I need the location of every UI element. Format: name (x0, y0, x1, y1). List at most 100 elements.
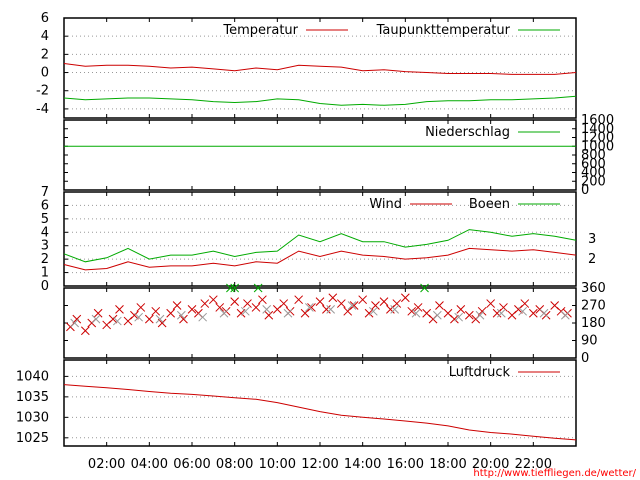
x-axis-label: 10:00 (259, 457, 296, 472)
wind_direction-marker (176, 310, 186, 320)
pressure-ytick-label: 1025 (16, 431, 49, 446)
x-axis-label: 22:00 (515, 457, 552, 472)
wind-right-label: 3 (588, 232, 596, 247)
pressure-series-luftdruck-line (63, 384, 577, 441)
wind-series-boeen-line (63, 229, 577, 263)
wind_direction-marker (435, 301, 444, 310)
wind_direction-marker (450, 314, 459, 324)
wind_direction-marker (560, 310, 570, 320)
temperature-ytick-label: 0 (41, 66, 49, 81)
precipitation-ytick-label: 800 (581, 148, 606, 163)
precipitation-ytick-label: 1400 (581, 122, 614, 137)
wind_direction-marker (243, 299, 252, 308)
wind_direction-marker (253, 283, 263, 293)
pressure-ytick-label: 1040 (16, 369, 49, 384)
wind-legend-label: Boeen (469, 197, 510, 212)
wind_direction-marker (198, 312, 208, 322)
wind_direction-marker (155, 314, 165, 324)
wind_direction-marker (349, 301, 359, 310)
wind_direction-ytick-label: 270 (581, 299, 606, 314)
wind-ytick-label: 5 (41, 212, 49, 227)
wind_direction-marker (80, 326, 90, 336)
pressure-ytick-label: 1035 (16, 390, 49, 405)
wind_direction-marker (307, 303, 316, 312)
wind-ytick-label: 1 (41, 266, 49, 281)
wind_direction-marker (456, 305, 466, 314)
precipitation-ytick-label: 1200 (581, 131, 614, 146)
wind-right-label: 2 (588, 252, 596, 267)
pressure-ytick-label: 1030 (16, 410, 49, 425)
wind_direction-marker (294, 295, 304, 305)
wind_direction-marker (208, 295, 218, 305)
temperature-series-taupunkttemperatur-line (63, 95, 577, 106)
wind_direction-ytick-label: 360 (581, 281, 606, 296)
wind_direction-marker (390, 305, 400, 314)
wind_direction-marker (251, 303, 261, 312)
wind_direction-marker (358, 295, 368, 305)
wind_direction-ytick-label: 90 (581, 334, 598, 349)
wind-ytick-label: 3 (41, 239, 49, 254)
wind_direction-marker (413, 303, 423, 312)
wind_direction-marker (151, 306, 161, 316)
precipitation-ytick-label: 1600 (581, 113, 614, 128)
wind-ytick-label: 7 (41, 185, 49, 200)
wind_direction-marker (200, 299, 210, 308)
wind_direction-marker (464, 310, 474, 320)
wind-ytick-label: 6 (41, 198, 49, 213)
temperature-ytick-label: 6 (41, 11, 49, 26)
x-axis-label: 12:00 (301, 457, 338, 472)
wind_direction-marker (371, 301, 380, 310)
temperature-ytick-label: 4 (41, 29, 49, 44)
credit-link: http://www.tiefflieg​en.de/wetter/ (473, 468, 636, 479)
precipitation-ytick-label: 0 (581, 183, 589, 198)
wind_direction-marker (166, 308, 176, 318)
wind_direction-marker (112, 316, 122, 326)
wind_direction-marker (226, 283, 235, 293)
wind_direction-marker (520, 299, 530, 308)
wind_direction-marker (347, 301, 357, 310)
wind_direction-marker (368, 306, 378, 316)
precipitation-ytick-label: 200 (581, 174, 606, 189)
wind_direction-marker (411, 308, 421, 318)
wind_direction-marker (115, 305, 124, 314)
wind_direction-marker (91, 314, 101, 324)
wind_direction-marker (219, 308, 229, 318)
wind_direction-marker (518, 306, 528, 316)
wind_direction-marker (379, 297, 389, 306)
wind_direction-marker (130, 310, 139, 320)
wind_direction-marker (328, 293, 338, 303)
wind_direction-marker (240, 306, 250, 316)
wind_direction-frame (63, 287, 577, 359)
wind_direction-marker (236, 308, 246, 318)
wind_direction-marker (392, 299, 402, 308)
wind-legend-label: Wind (369, 197, 402, 212)
wind_direction-marker (496, 308, 506, 318)
wind_direction-marker (400, 293, 410, 303)
wind_direction-marker (70, 318, 80, 328)
wind_direction-marker (475, 310, 485, 320)
x-axis-label: 20:00 (472, 457, 509, 472)
x-axis-label: 02:00 (88, 457, 125, 472)
temperature-legend-label: Temperatur (222, 23, 298, 38)
wind-series-wind-line (63, 247, 577, 271)
wind-ytick-label: 0 (41, 279, 49, 294)
pressure-legend-label: Luftdruck (449, 365, 511, 380)
precipitation-ytick-label: 400 (581, 166, 606, 181)
wind_direction-marker (136, 303, 146, 312)
precipitation-ytick-label: 600 (581, 157, 606, 172)
wind_direction-marker (108, 314, 118, 324)
wind-ytick-label: 2 (41, 252, 49, 267)
wind_direction-marker (432, 310, 442, 320)
wind_direction-marker (326, 305, 336, 314)
precipitation-ytick-label: 1000 (581, 139, 614, 154)
wind_direction-marker (539, 308, 549, 318)
wind_direction-marker (283, 308, 293, 318)
wind_direction-marker (322, 305, 331, 314)
wind_direction-marker (264, 310, 274, 320)
wind_direction-marker (315, 297, 325, 306)
wind_direction-marker (364, 308, 374, 318)
wind_direction-marker (258, 295, 267, 305)
x-axis-label: 06:00 (173, 457, 210, 472)
wind-ytick-label: 4 (41, 225, 49, 240)
